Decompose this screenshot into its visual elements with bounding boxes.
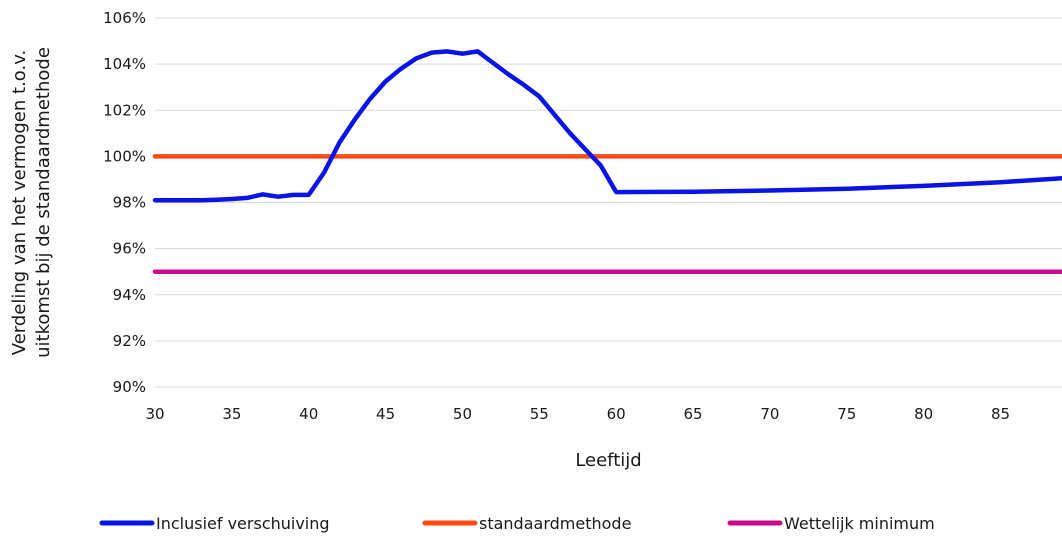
x-tick-label: 65 [684,405,703,423]
x-axis-title: Leeftijd [575,450,641,471]
x-tick-label: 75 [837,405,856,423]
y-axis-title: Verdeling van het vermogen t.o.v. uitkoms… [9,47,54,358]
x-tick-label: 60 [607,405,626,423]
y-axis-title-line: Verdeling van het vermogen t.o.v. [9,50,30,355]
series-lines [152,49,1062,274]
y-tick-label: 104% [103,55,146,73]
legend-label: standaardmethode [479,514,631,533]
y-tick-label: 96% [113,240,146,258]
x-tick-label: 45 [376,405,395,423]
x-tick-label: 40 [299,405,318,423]
x-tick-label: 80 [914,405,933,423]
x-tick-label: 35 [222,405,241,423]
x-tick-label: 70 [760,405,779,423]
x-tick-label: 30 [145,405,164,423]
y-tick-label: 106% [103,9,146,27]
x-tick-label: 55 [530,405,549,423]
x-tick-label: 85 [991,405,1010,423]
x-axis-ticks: 30 35 40 45 50 55 60 65 70 75 80 85 [145,405,1010,423]
gridlines [155,17,1062,388]
y-tick-label: 94% [113,286,146,304]
y-tick-label: 92% [113,332,146,350]
y-axis-ticks: 90% 92% 94% 96% 98% 100% 102% 104% 106% [103,9,146,396]
legend-label: Inclusief verschuiving [156,514,330,533]
y-tick-label: 98% [113,194,146,212]
legend: Inclusief verschuiving standaardmethode We… [99,514,935,533]
y-tick-label: 90% [113,378,146,396]
y-tick-label: 100% [103,147,146,165]
series-line-0 [152,49,1062,203]
legend-label: Wettelijk minimum [784,514,935,533]
y-axis-title-line: uitkomst bij de standaardmethode [33,47,54,358]
x-tick-label: 50 [453,405,472,423]
y-tick-label: 102% [103,101,146,119]
